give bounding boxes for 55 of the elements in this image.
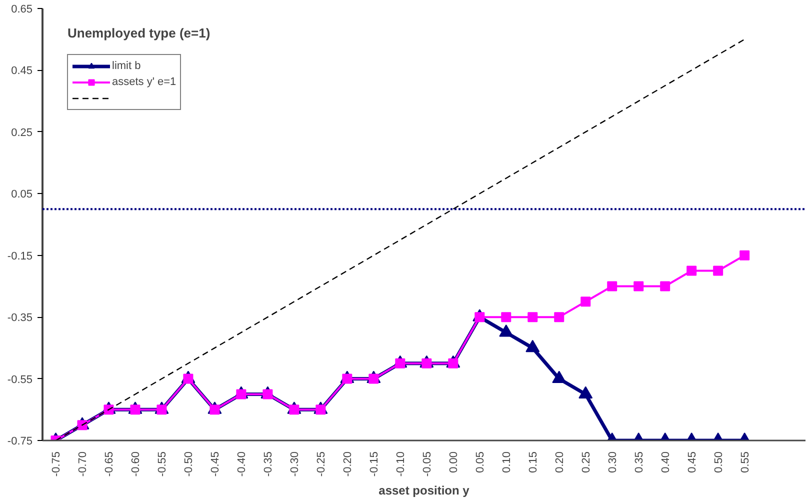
point (660, 281, 670, 292)
x-tick-label: 0.20 (554, 451, 566, 473)
point (607, 281, 618, 292)
point (686, 266, 697, 276)
x-tick-label: -0.20 (342, 451, 354, 477)
x-tick-label: 0.35 (634, 451, 646, 473)
y-tick-label: -0.55 (7, 374, 33, 386)
point (580, 296, 591, 307)
x-tick-label: 0.25 (580, 451, 593, 473)
x-tick-label: 0.10 (501, 451, 514, 473)
y-tick-label: 0.05 (11, 188, 33, 201)
x-tick-label: -0.10 (395, 451, 408, 477)
x-tick-label: 0.40 (660, 451, 672, 473)
x-tick-label: 0.00 (448, 451, 460, 473)
x-tick-label: -0.40 (236, 451, 248, 477)
point (499, 324, 514, 337)
point (528, 312, 538, 322)
point (578, 386, 593, 398)
x-tick-label: -0.05 (422, 451, 434, 477)
point (501, 312, 512, 322)
x-tick-label: 0.05 (474, 451, 487, 473)
legend-label: assets y' e=1 (112, 76, 176, 88)
y-tick-label: -0.15 (7, 250, 33, 262)
point (526, 340, 540, 352)
y-tick-label: 0.25 (11, 126, 33, 139)
point (552, 370, 566, 384)
x-tick-label: 0.50 (713, 451, 726, 473)
point (554, 312, 564, 322)
x-tick-label: -0.70 (77, 451, 90, 477)
point (740, 250, 750, 260)
x-tick-label: 0.45 (686, 451, 699, 473)
y-tick-label: 0.45 (11, 65, 33, 78)
x-tick-label: -0.15 (368, 451, 381, 477)
legend-label: limit b (112, 60, 141, 72)
point (474, 312, 485, 322)
x-tick-label: -0.50 (183, 451, 196, 477)
x-tick-label: -0.75 (50, 451, 63, 477)
x-tick-label: 0.55 (740, 451, 752, 473)
point (634, 281, 644, 292)
x-tick-label: -0.60 (130, 451, 142, 477)
x-tick-label: -0.45 (210, 451, 222, 477)
x-tick-label: -0.35 (262, 451, 275, 477)
point (713, 266, 724, 276)
x-tick-label: 0.15 (528, 451, 540, 473)
x-tick-label: -0.30 (289, 451, 302, 477)
x-tick-label: -0.25 (316, 451, 328, 477)
y-tick-label: 0.65 (11, 4, 33, 16)
point (395, 358, 406, 368)
x-tick-label: -0.65 (104, 451, 116, 477)
x-axis-title: asset position y (378, 484, 470, 498)
text: Unemployed type (e=1) (68, 26, 210, 40)
x-tick-label: 0.30 (607, 451, 620, 473)
y-tick-label: -0.35 (7, 312, 33, 324)
y-tick-label: -0.75 (7, 436, 33, 448)
x-tick-label: -0.55 (156, 451, 169, 477)
